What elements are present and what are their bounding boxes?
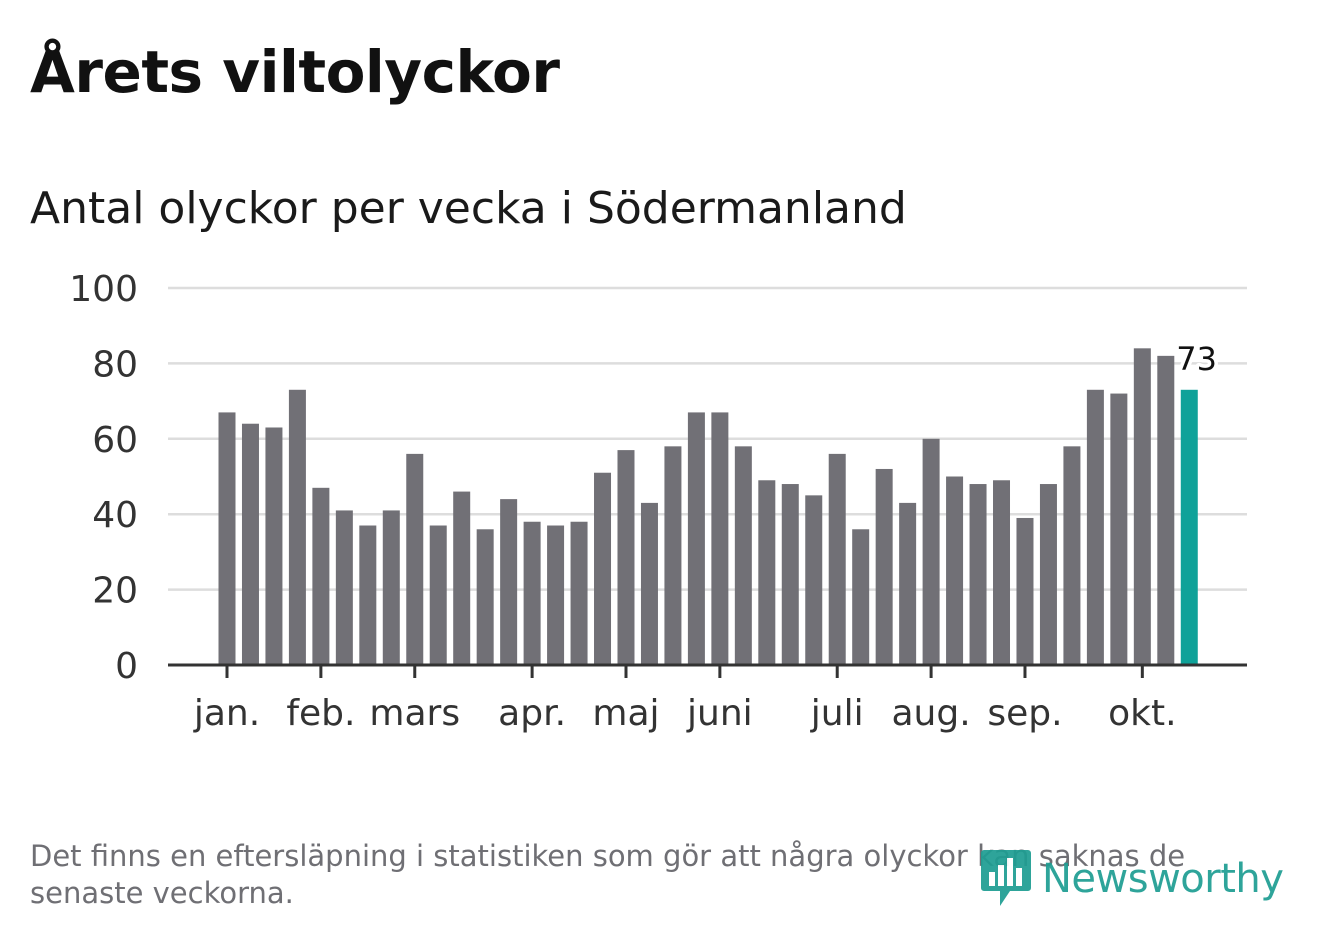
bar-highlight xyxy=(1180,389,1198,665)
bar xyxy=(594,472,612,665)
bar xyxy=(547,525,565,665)
bar xyxy=(218,412,236,665)
bar xyxy=(1016,517,1034,665)
bar xyxy=(969,484,987,665)
data-labels: 73 xyxy=(1173,336,1221,381)
bar xyxy=(1063,446,1081,665)
bar xyxy=(406,453,424,665)
bar xyxy=(335,510,353,665)
y-tick-label: 60 xyxy=(92,420,138,461)
bar xyxy=(429,525,447,665)
x-tick-label: jan. xyxy=(193,693,260,734)
bar xyxy=(523,521,541,665)
x-tick-label: maj xyxy=(592,693,659,734)
bar xyxy=(899,502,917,665)
x-tick-label: apr. xyxy=(498,693,566,734)
highlight-value-label: 73 xyxy=(1176,340,1217,378)
x-tick-label: sep. xyxy=(987,693,1062,734)
bar xyxy=(312,487,330,665)
bar xyxy=(1157,355,1175,665)
chart-title: Årets viltolyckor xyxy=(30,38,560,106)
bar xyxy=(359,525,377,665)
bar xyxy=(1039,484,1057,665)
x-tick-label: aug. xyxy=(892,693,971,734)
x-tick-label: juli xyxy=(810,693,864,734)
bar xyxy=(1086,389,1104,665)
bar xyxy=(734,446,752,665)
bar xyxy=(758,480,776,665)
x-tick-label: okt. xyxy=(1108,693,1176,734)
x-tick-label: mars xyxy=(369,693,460,734)
y-tick-label: 80 xyxy=(92,344,138,385)
y-tick-label: 40 xyxy=(92,495,138,536)
bar xyxy=(382,510,400,665)
bar xyxy=(288,389,306,665)
bar xyxy=(500,499,518,665)
bar xyxy=(241,423,259,665)
bar xyxy=(805,495,823,665)
x-tick-label: feb. xyxy=(286,693,355,734)
y-tick-label: 0 xyxy=(115,646,138,687)
x-tick-label: juni xyxy=(686,693,753,734)
x-axis-ticks: jan. feb. mars apr. maj juni juli aug. sep. okt. xyxy=(193,665,1177,734)
bar xyxy=(265,427,283,665)
bar xyxy=(570,521,588,665)
y-tick-label: 20 xyxy=(92,571,138,612)
bar-chart: 0 20 40 60 80 100 jan. feb. mars apr. maj juni juli… xyxy=(69,269,1247,734)
bar xyxy=(1110,393,1128,665)
bar xyxy=(453,491,471,665)
y-axis-ticks: 0 20 40 60 80 100 xyxy=(69,269,138,687)
bar xyxy=(828,453,846,665)
newsworthy-logo[interactable]: Newsworthy xyxy=(980,848,1284,910)
bar xyxy=(993,480,1011,665)
bar xyxy=(711,412,729,665)
bars xyxy=(218,348,1198,665)
bar-chart-speech-bubble-icon xyxy=(981,850,1031,906)
brand-name: Newsworthy xyxy=(1042,856,1284,902)
bar xyxy=(946,476,964,665)
bar xyxy=(1133,348,1151,665)
bar xyxy=(687,412,705,665)
bar xyxy=(781,484,799,665)
chart-subtitle: Antal olyckor per vecka i Södermanland xyxy=(30,183,907,234)
bar xyxy=(852,529,870,665)
grid-lines xyxy=(168,286,1247,591)
bar xyxy=(922,438,940,665)
bar xyxy=(617,450,635,665)
bar xyxy=(875,468,893,665)
bar xyxy=(476,529,494,665)
y-tick-label: 100 xyxy=(69,269,138,310)
bar xyxy=(640,502,658,665)
bar xyxy=(664,446,682,665)
